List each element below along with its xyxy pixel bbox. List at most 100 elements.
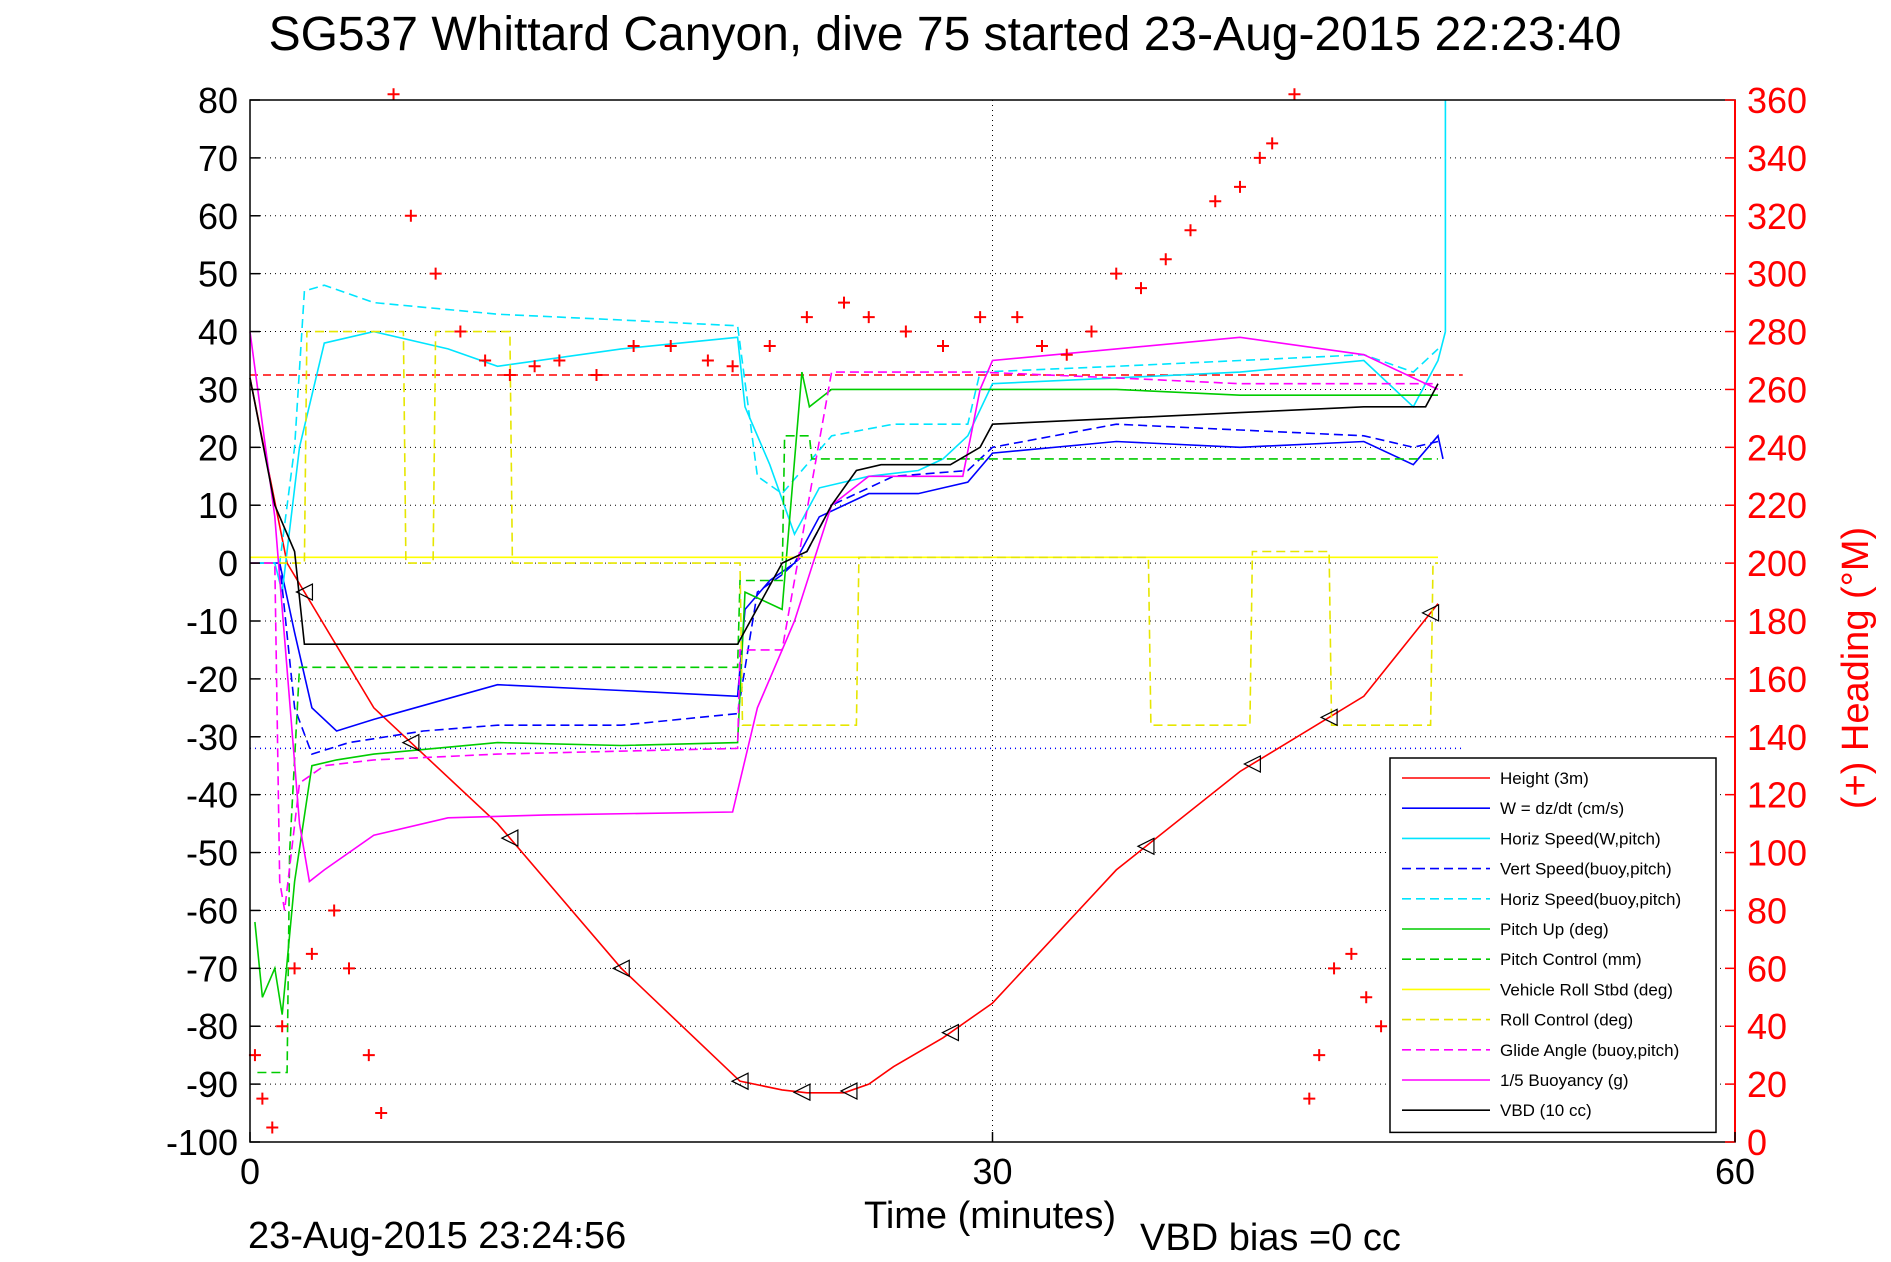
right-y-tick-label: 320 — [1747, 196, 1807, 237]
footer-vbd-bias: VBD bias =0 cc — [1140, 1217, 1401, 1259]
right-y-tick-label: 20 — [1747, 1064, 1787, 1105]
legend-label: Horiz Speed(buoy,pitch) — [1500, 890, 1681, 909]
right-y-tick-label: 80 — [1747, 890, 1787, 931]
right-y-tick-label: 280 — [1747, 312, 1807, 353]
y-tick-label: -70 — [186, 948, 238, 989]
legend-label: Height (3m) — [1500, 769, 1589, 788]
series-line — [250, 100, 1447, 593]
right-y-tick-label: 40 — [1747, 1006, 1787, 1047]
heading-marker — [266, 1121, 279, 1134]
x-tick-label: 60 — [1715, 1151, 1755, 1192]
heading-marker — [429, 267, 442, 280]
heading-marker — [763, 340, 776, 353]
y-tick-label: -50 — [186, 833, 238, 874]
height-marker — [839, 1082, 858, 1101]
y-tick-label: 10 — [198, 485, 238, 526]
height-marker — [941, 1023, 960, 1042]
heading-marker — [362, 1049, 375, 1062]
legend-label: Glide Angle (buoy,pitch) — [1500, 1041, 1679, 1060]
heading-marker — [1345, 947, 1358, 960]
plot-area: 80706050403020100-10-20-30-40-50-60-70-8… — [166, 80, 1807, 1192]
series-line — [257, 435, 1438, 1074]
series-line — [250, 423, 1439, 756]
height-marker — [792, 1083, 811, 1102]
heading-marker — [899, 325, 912, 338]
y-tick-label: 50 — [198, 254, 238, 295]
y-tick-label: -10 — [186, 601, 238, 642]
legend-label: Vehicle Roll Stbd (deg) — [1500, 980, 1673, 999]
right-y-tick-label: 260 — [1747, 369, 1807, 410]
legend-label: Horiz Speed(W,pitch) — [1500, 829, 1661, 848]
heading-marker — [288, 962, 301, 975]
heading-marker — [664, 340, 677, 353]
right-y-tick-label: 140 — [1747, 717, 1807, 758]
y-tick-label: -40 — [186, 775, 238, 816]
heading-marker — [862, 311, 875, 324]
legend: Height (3m) W = dz/dt (cm/s) Horiz Speed(W… — [1389, 757, 1717, 1134]
heading-marker — [800, 311, 813, 324]
y-tick-label: 0 — [218, 543, 238, 584]
height-marker — [1136, 837, 1155, 856]
x-tick-label: 0 — [240, 1151, 260, 1192]
heading-marker — [328, 904, 341, 917]
series-line — [254, 371, 1438, 1015]
heading-marker — [1085, 325, 1098, 338]
y-tick-label: 80 — [198, 80, 238, 121]
heading-marker — [1253, 151, 1266, 164]
x-axis-label: Time (minutes) — [864, 1195, 1116, 1237]
footer-timestamp: 23-Aug-2015 23:24:56 — [248, 1215, 626, 1257]
heading-marker — [553, 354, 566, 367]
legend-label: Pitch Up (deg) — [1500, 920, 1609, 939]
heading-marker — [1288, 88, 1301, 101]
legend-label: 1/5 Buoyancy (g) — [1500, 1071, 1629, 1090]
y-tick-label: 20 — [198, 427, 238, 468]
right-y-tick-label: 60 — [1747, 948, 1787, 989]
height-marker — [730, 1072, 749, 1091]
series-line — [249, 331, 1439, 883]
heading-marker — [248, 1049, 261, 1062]
heading-marker — [1266, 137, 1279, 150]
legend-label: Pitch Control (mm) — [1500, 950, 1642, 969]
legend-label: VBD (10 cc) — [1500, 1101, 1592, 1120]
heading-marker — [1234, 180, 1246, 193]
y-tick-label: 70 — [198, 138, 238, 179]
heading-marker — [1135, 282, 1147, 295]
heading-marker — [590, 368, 603, 381]
heading-marker — [1184, 224, 1197, 237]
heading-marker — [454, 325, 467, 338]
heading-marker — [1036, 340, 1048, 353]
series-line — [249, 377, 1439, 645]
right-y-tick-label: 340 — [1747, 138, 1807, 179]
height-marker — [1319, 708, 1338, 727]
y-tick-label: -30 — [186, 717, 238, 758]
heading-marker — [276, 1020, 289, 1033]
right-y-tick-label: 160 — [1747, 659, 1807, 700]
heading-marker — [1328, 962, 1341, 975]
heading-marker — [305, 947, 318, 960]
y-tick-label: -60 — [186, 890, 238, 931]
legend-label: W = dz/dt (cm/s) — [1500, 799, 1624, 818]
right-y-tick-label: 360 — [1747, 80, 1807, 121]
height-marker — [1421, 603, 1440, 622]
y-tick-label: -90 — [186, 1064, 238, 1105]
legend-label: Roll Control (deg) — [1500, 1011, 1633, 1030]
right-y-tick-label: 220 — [1747, 485, 1807, 526]
heading-marker — [937, 340, 949, 353]
right-y-tick-label: 100 — [1747, 833, 1807, 874]
x-tick-label: 30 — [972, 1151, 1012, 1192]
series-line — [250, 330, 1438, 726]
heading-marker — [1011, 311, 1024, 324]
heading-marker — [256, 1092, 269, 1105]
chart-title: SG537 Whittard Canyon, dive 75 started 2… — [269, 8, 1622, 61]
right-y-tick-label: 120 — [1747, 775, 1807, 816]
legend-box — [1389, 757, 1717, 1134]
heading-marker — [1159, 253, 1172, 266]
heading-marker — [503, 368, 516, 381]
right-y-tick-label: 0 — [1747, 1122, 1767, 1163]
right-y-tick-label: 240 — [1747, 427, 1807, 468]
y-tick-label: -100 — [166, 1122, 238, 1163]
heading-marker — [1303, 1092, 1316, 1105]
height-marker — [295, 583, 314, 602]
heading-marker — [375, 1107, 388, 1120]
